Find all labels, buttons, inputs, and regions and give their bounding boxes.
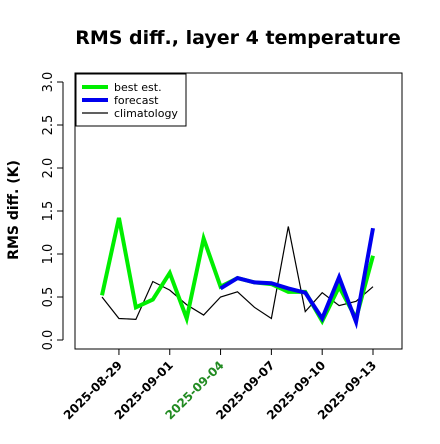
y-tick-label: 2.5	[41, 115, 56, 136]
series-layer	[100, 217, 375, 330]
y-tick-label: 2.0	[41, 158, 56, 179]
x-axis: 2025-08-292025-09-012025-09-042025-09-07…	[61, 348, 379, 422]
y-tick-label: 1.0	[41, 244, 56, 265]
series-line-best-est-	[100, 217, 375, 326]
legend-label: best est.	[114, 81, 162, 94]
legend-box	[75, 73, 187, 127]
y-tick-label: 3.0	[41, 72, 56, 93]
y-tick-label: 1.5	[41, 201, 56, 222]
y-tick-label: 0.0	[41, 330, 56, 351]
legend-label: forecast	[114, 94, 159, 107]
chart-title: RMS diff., layer 4 temperature	[75, 27, 401, 49]
series-line-forecast	[219, 227, 375, 330]
y-axis: 0.0 0.5 1.0 1.5 2.0 2.5 3.0	[41, 72, 64, 351]
series-line-climatology	[101, 226, 374, 320]
y-axis-label: RMS diff. (K)	[6, 160, 22, 260]
legend-label: climatology	[114, 107, 178, 120]
y-tick-label: 0.5	[41, 287, 56, 308]
